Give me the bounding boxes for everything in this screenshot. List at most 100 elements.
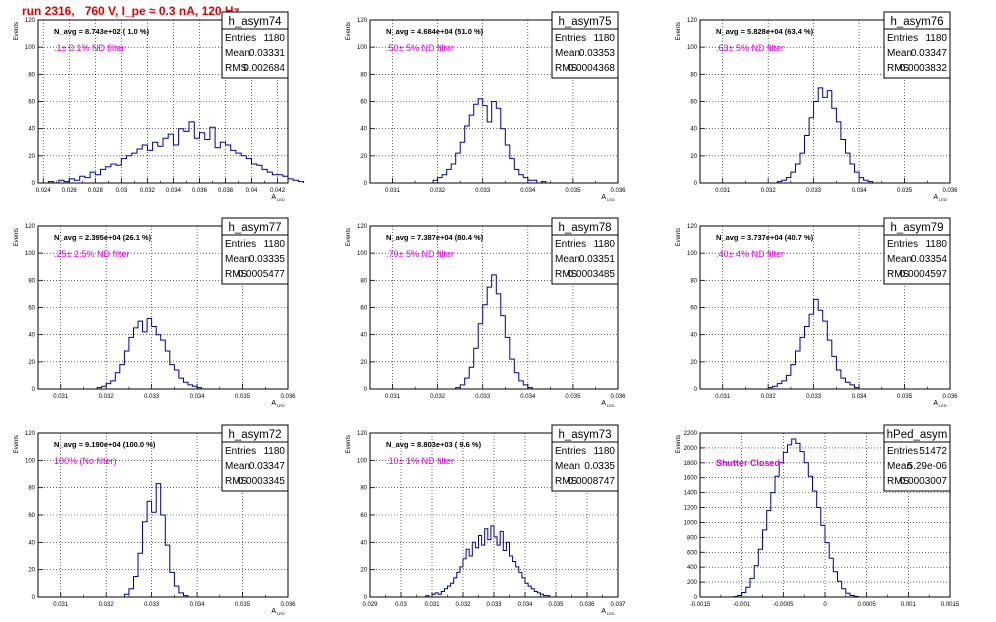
stats-box [883, 217, 951, 285]
x-tick-label: 0.036 [192, 188, 208, 194]
x-tick-label: 0.028 [88, 188, 104, 194]
stats-rms-value: 0.0003832 [900, 63, 948, 74]
x-tick-label: 0.035 [235, 394, 251, 400]
stats-entries-label: Entries [555, 239, 586, 250]
y-tick-label: 120 [25, 224, 36, 230]
y-axis-label: Events [14, 22, 20, 40]
y-tick-label: 100 [25, 251, 36, 257]
x-tick-label: 0.036 [942, 188, 958, 194]
y-tick-label: 60 [360, 100, 367, 106]
y-tick-label: 40 [28, 540, 35, 546]
stats-box [551, 11, 619, 79]
y-tick-label: 100 [687, 251, 698, 257]
y-tick-label: 20 [690, 360, 697, 366]
stats-rms-value: 0.0004368 [568, 63, 616, 74]
y-tick-label: 0 [32, 387, 36, 393]
stats-rms-value: 0.0005477 [238, 269, 286, 280]
y-tick-label: 100 [357, 458, 368, 464]
y-axis-label: Events [14, 435, 20, 453]
y-tick-label: 100 [25, 45, 36, 51]
histogram-panel-h_asym73: 0.029 0.03 0.031 0.032 0.033 0.034 0.035 0.036 0… [346, 424, 626, 616]
stats-box [551, 217, 619, 285]
stats-entries-value: 1180 [593, 33, 615, 44]
stats-entries-label: Entries [555, 33, 586, 44]
x-tick-label: 0 [823, 602, 827, 608]
histogram-series-line [425, 525, 551, 598]
x-tick-label: 0.034 [166, 188, 182, 194]
y-axis-label: Events [346, 228, 352, 246]
x-axis-label: A [271, 194, 276, 201]
stats-rms-value: 0.0003345 [238, 476, 286, 487]
x-axis-label-subscript: LED [277, 197, 285, 202]
stats-mean-value: 0.03351 [579, 254, 616, 265]
x-tick-label: 0.033 [144, 394, 160, 400]
y-tick-label: 80 [28, 72, 35, 78]
x-tick-label: 0.031 [385, 188, 401, 194]
x-tick-label: 0.033 [144, 602, 160, 608]
stats-box-title: h_asym78 [558, 222, 611, 234]
y-tick-label: 120 [357, 224, 368, 230]
histogram-series-line [96, 317, 203, 389]
stats-entries-label: Entries [887, 239, 918, 250]
x-tick-label: 0.033 [486, 602, 502, 608]
histogram-series-line [732, 438, 859, 598]
y-tick-label: 0 [364, 387, 368, 393]
stats-mean-label: Mean [887, 254, 912, 265]
histogram-panel-h_asym74: 0.024 0.026 0.028 0.03 0.032 0.034 0.036 0.038 0… [14, 11, 305, 202]
x-axis-label-subscript: LED [277, 611, 285, 616]
filter-annotation: .40± 4% ND filter [716, 249, 784, 259]
y-tick-label: 120 [25, 431, 36, 437]
stats-rms-label: RMS [555, 269, 578, 280]
stats-box [221, 424, 289, 492]
histogram-series-line [47, 121, 305, 184]
navg-annotation: N_avg = 8.743e+02 ( 1.0 %) [54, 27, 150, 36]
stats-mean-label: Mean [887, 48, 912, 59]
x-tick-label: 0.031 [424, 602, 440, 608]
y-tick-label: 100 [687, 45, 698, 51]
y-tick-label: 120 [687, 18, 698, 24]
x-axis-label: A [601, 608, 606, 615]
histogram-panel-hPed_asym: -0.0015 -0.001 -0.0005 0 0.0005 0.001 0.0015 0 2… [676, 424, 960, 608]
stats-entries-label: Entries [225, 446, 256, 457]
navg-annotation: N_avg = 3.737e+04 (40.7 %) [716, 233, 814, 242]
x-tick-label: 0.032 [99, 602, 115, 608]
histogram-series-line [776, 87, 874, 183]
y-tick-label: 40 [690, 333, 697, 339]
stats-rms-label: RMS [225, 476, 248, 487]
stats-entries-value: 1180 [263, 33, 285, 44]
x-tick-label: -0.001 [733, 602, 751, 608]
y-tick-label: 0 [694, 387, 698, 393]
x-tick-label: -0.0015 [690, 602, 711, 608]
y-tick-label: 20 [360, 360, 367, 366]
y-tick-label: 2200 [684, 431, 698, 437]
histogram-panel-h_asym75: 0.031 0.032 0.033 0.034 0.035 0.036 0 20 40 60 80 1… [346, 11, 626, 202]
y-tick-label: 80 [690, 278, 697, 284]
stats-rms-label: RMS [555, 63, 578, 74]
y-axis-label: Events [346, 435, 352, 453]
x-tick-label: 0.033 [475, 394, 491, 400]
x-tick-label: 0.0015 [941, 602, 960, 608]
x-tick-label: 0.04 [246, 188, 258, 194]
stats-mean-value: 0.0335 [584, 461, 615, 472]
y-tick-label: 100 [357, 45, 368, 51]
y-tick-label: 600 [687, 550, 698, 556]
x-axis-label: A [601, 400, 606, 407]
y-tick-label: 20 [690, 154, 697, 160]
y-tick-label: 0 [32, 181, 36, 187]
stats-mean-value: 0.03353 [579, 48, 616, 59]
histogram-panel-h_asym79: 0.031 0.032 0.033 0.034 0.035 0.036 0 20 40 60 80 1… [676, 217, 958, 408]
y-tick-label: 80 [690, 72, 697, 78]
x-tick-label: 0.036 [942, 394, 958, 400]
y-tick-label: 40 [28, 127, 35, 133]
x-tick-label: 0.03 [395, 602, 407, 608]
x-tick-label: 0.034 [520, 394, 536, 400]
stats-rms-value: 0.0008747 [568, 476, 616, 487]
x-tick-label: 0.033 [475, 188, 491, 194]
y-tick-label: 2000 [684, 446, 698, 452]
stats-entries-label: Entries [555, 446, 586, 457]
x-tick-label: 0.001 [901, 602, 917, 608]
stats-rms-value: 0.0003485 [568, 269, 616, 280]
x-tick-label: 0.024 [36, 188, 52, 194]
stats-rms-value: 0.002684 [243, 63, 285, 74]
x-axis-label: A [933, 400, 938, 407]
